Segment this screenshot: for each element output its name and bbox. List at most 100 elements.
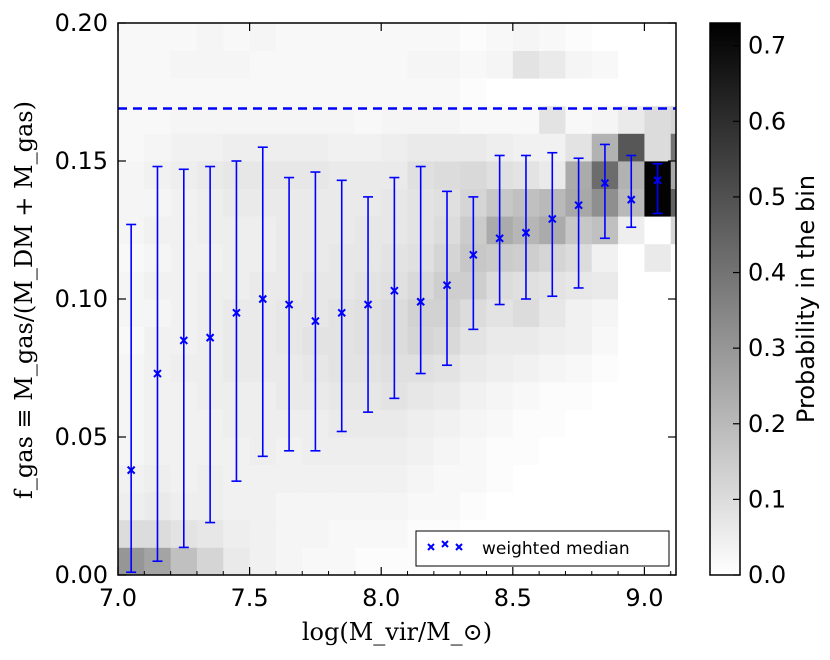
heatmap-cell [618,409,645,438]
heatmap-cell [565,23,593,51]
heatmap-cell [118,188,145,217]
heatmap-cell [275,78,303,107]
heatmap-cell [407,105,435,134]
heatmap-cell [354,492,382,521]
heatmap-cell [328,492,356,521]
median-point [179,336,189,345]
heatmap-cell [670,547,676,575]
legend-label: weighted median [482,539,630,559]
heatmap-cell [670,464,676,493]
heatmap-cell [275,492,303,521]
heatmap-cell [302,519,329,548]
heatmap-cell [565,464,593,493]
heatmap-cell [381,105,408,134]
heatmap-cell [618,354,645,383]
heatmap-cell [618,326,645,355]
heatmap-cell [618,381,645,410]
heatmap-cell [618,78,645,107]
heatmap-cell [223,23,250,51]
heatmap-cell [328,105,356,134]
heatmap-cell [644,23,672,51]
heatmap-cell [591,299,619,327]
heatmap-cell [302,105,329,134]
heatmap-cell [170,23,198,51]
heatmap-cell [433,409,461,438]
heatmap-cell [381,50,408,79]
x-axis: 7.0 7.5 8.0 8.5 9.0 [99,23,672,612]
heatmap-cell [275,133,303,162]
heatmap-cell [433,23,461,51]
heatmap-cell [591,50,619,79]
heatmap-cell [302,50,329,79]
heatmap-cell [591,78,619,107]
heatmap-cell [354,23,382,51]
heatmap-cell [591,326,619,355]
median-point [495,234,504,243]
heatmap-cell [618,105,645,134]
heatmap-cell [118,105,145,134]
heatmap-cell [381,547,408,575]
heatmap-cell [670,326,676,355]
heatmap-cell [539,492,566,521]
heatmap-cell [512,78,540,107]
heatmap-cell [275,23,303,51]
heatmap-cell [460,105,487,134]
heatmap-cell [644,299,672,327]
median-point [205,333,215,342]
median-point [284,300,294,309]
heatmap-cell [196,519,224,548]
heatmap-cell [591,381,619,410]
x-tick-label: 8.5 [494,584,532,612]
median-point [416,297,425,306]
heatmap-cell [118,161,145,189]
heatmap-cell [407,381,435,410]
heatmap-cell [670,437,676,465]
median-point [153,369,162,378]
heatmap-cell [381,464,408,493]
heatmap-cell [302,78,329,107]
heatmap-cell [486,354,514,383]
heatmap-cell [591,464,619,493]
heatmap-cell [644,105,672,134]
median-point [469,250,478,260]
heatmap-cell [460,381,487,410]
heatmap-cell [328,464,356,493]
heatmap-cell [460,464,487,493]
heatmap-cell [433,464,461,493]
heatmap-cell [644,437,672,465]
heatmap-cell [512,50,540,79]
heatmap-cell [381,78,408,107]
x-tick-label: 7.0 [99,584,137,612]
heatmap-cell [275,50,303,79]
heatmap-cell [460,50,487,79]
y-tick-label: 0.00 [55,561,108,589]
heatmap-cell [460,78,487,107]
heatmap-cell [512,381,540,410]
heatmap-cell [644,464,672,493]
heatmap-cell [670,216,676,245]
heatmap-cell [460,437,487,465]
heatmap-cell [486,437,514,465]
heatmap-cell [223,78,250,107]
heatmap-cell [591,409,619,438]
heatmap-cell [223,519,250,548]
heatmap-cell [433,105,461,134]
heatmap-cell [275,105,303,134]
heatmap-cell [486,326,514,355]
heatmap-cell [670,299,676,327]
colorbar-ticks: 0.0 0.1 0.2 0.3 0.4 0.5 0.6 0.7 [733,32,786,589]
median-point [627,195,636,204]
heatmap-cell [460,326,487,355]
heatmap-cell [249,519,277,548]
heatmap-cell [328,437,356,465]
heatmap-cell [512,326,540,355]
heatmap-cell [407,133,435,162]
heatmap-cell [486,78,514,107]
heatmap-cell [354,105,382,134]
heatmap-cell [302,547,329,575]
heatmap-cell [618,464,645,493]
heatmap-cell [249,78,277,107]
heatmap-cell [539,354,566,383]
heatmap-cell [381,492,408,521]
